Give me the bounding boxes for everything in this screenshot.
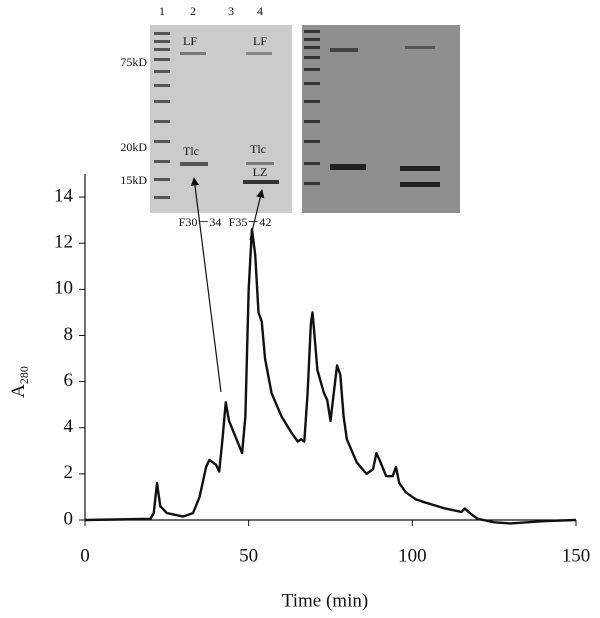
gel-image — [302, 25, 460, 213]
arrow — [190, 177, 222, 393]
x-tick-label: 150 — [562, 545, 591, 566]
y-tick-label: 8 — [64, 324, 74, 345]
lane-label: 2 — [190, 4, 196, 18]
y-tick-label: 2 — [64, 462, 74, 483]
y-tick-label: 12 — [54, 232, 73, 253]
lane-label: 1 — [159, 4, 165, 18]
gel-image — [150, 25, 292, 213]
fraction-label: F35－42 — [229, 215, 272, 229]
marker-label: 75kD — [120, 55, 147, 69]
band-label: Tlc — [183, 144, 199, 158]
band-label: LF — [253, 34, 267, 48]
lane-label: 4 — [257, 4, 263, 18]
y-tick-label: 6 — [64, 370, 74, 391]
y-axis-label-main: A — [8, 384, 29, 398]
band-label: Tlc — [250, 142, 266, 156]
y-tick-label: 0 — [64, 508, 74, 529]
y-tick-label: 10 — [54, 278, 73, 299]
lane-label: 3 — [228, 4, 234, 18]
marker-label: 15kD — [120, 173, 147, 187]
x-axis-label: Time (min) — [282, 590, 368, 611]
band-label: LF — [183, 34, 197, 48]
x-tick-label: 50 — [239, 545, 258, 566]
x-tick-label: 100 — [398, 545, 427, 566]
y-tick-label: 14 — [54, 185, 74, 206]
marker-label: 20kD — [120, 140, 147, 154]
y-axis-label-subscript: 280 — [17, 366, 31, 384]
y-axis-label: A280 — [8, 366, 30, 398]
chromatogram-line — [84, 228, 577, 525]
x-tick-label: 0 — [80, 545, 90, 566]
band-label: LZ — [253, 165, 268, 179]
y-tick-label: 4 — [64, 416, 74, 437]
